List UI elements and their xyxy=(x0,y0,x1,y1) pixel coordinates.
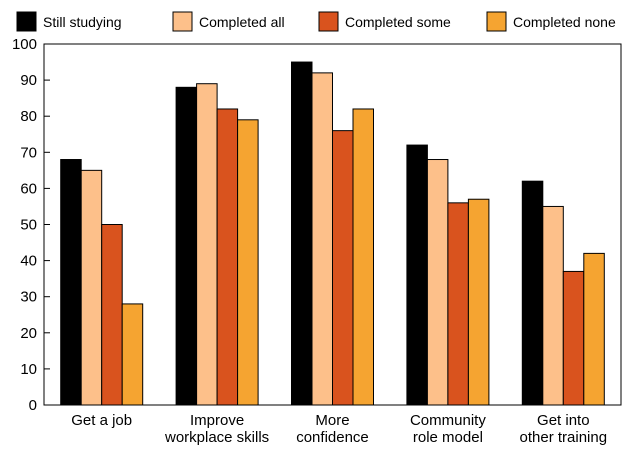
x-category-label-line: More xyxy=(315,412,349,429)
legend-swatch xyxy=(172,11,193,32)
bar xyxy=(352,108,374,406)
x-category-label-line: Get a job xyxy=(71,412,132,429)
y-tick-label: 100 xyxy=(12,36,37,53)
legend-swatch xyxy=(486,11,507,32)
legend-item: Still studying xyxy=(16,11,122,32)
plot-frame xyxy=(43,43,622,406)
y-axis: 0 10 20 30 40 50 60 70 80 90 100 xyxy=(12,36,50,414)
x-category-label-line: workplace skills xyxy=(164,429,269,446)
bar-group xyxy=(521,180,605,406)
x-axis: Get a job Improve workplace skills More conf… xyxy=(71,412,607,446)
bar xyxy=(521,180,544,406)
y-tick-label: 80 xyxy=(20,108,37,125)
bar xyxy=(60,159,82,406)
bar xyxy=(237,119,259,406)
bars xyxy=(60,61,605,406)
legend-item: Completed none xyxy=(486,11,616,32)
x-category-label-line: role model xyxy=(413,429,483,446)
legend-swatch xyxy=(318,11,339,32)
x-category-label-line: confidence xyxy=(296,429,369,446)
bar xyxy=(562,270,585,406)
bar xyxy=(121,303,144,406)
legend-item: Completed some xyxy=(318,11,451,32)
bar xyxy=(291,61,313,406)
x-category-label: More confidence xyxy=(296,412,369,446)
y-tick-label: 50 xyxy=(20,217,37,234)
bar xyxy=(332,130,354,406)
y-tick-label: 60 xyxy=(20,180,37,197)
legend-label: Completed none xyxy=(513,14,616,30)
x-category-label-line: other training xyxy=(520,429,608,446)
bar xyxy=(311,72,333,406)
bar xyxy=(101,224,123,406)
bar xyxy=(80,169,103,406)
bar xyxy=(426,159,449,406)
bar xyxy=(196,83,218,406)
bar xyxy=(216,108,239,406)
x-category-label-line: Improve xyxy=(190,412,244,429)
bar xyxy=(467,198,490,406)
x-category-label-line: Get into xyxy=(537,412,590,429)
x-category-label: Improve workplace skills xyxy=(164,412,269,446)
bar xyxy=(583,252,605,406)
bar-group xyxy=(175,83,259,406)
bar-group xyxy=(60,159,144,406)
bar xyxy=(406,144,428,406)
bar xyxy=(447,202,469,406)
legend-label: Completed some xyxy=(345,14,451,30)
bar xyxy=(175,86,198,406)
y-tick-label: 70 xyxy=(20,144,37,161)
y-tick-label: 90 xyxy=(20,72,37,89)
legend-item: Completed all xyxy=(172,11,285,32)
legend: Still studying Completed all Completed som… xyxy=(16,11,616,32)
bar xyxy=(542,205,564,406)
legend-swatch xyxy=(16,11,37,32)
y-tick-label: 10 xyxy=(20,361,37,378)
y-tick-label: 40 xyxy=(20,253,37,270)
legend-label: Still studying xyxy=(43,14,122,30)
bar-group xyxy=(291,61,374,406)
y-tick-label: 0 xyxy=(29,397,37,414)
x-category-label-line: Community xyxy=(410,412,486,429)
y-tick-label: 20 xyxy=(20,325,37,342)
x-category-label: Get into other training xyxy=(520,412,608,446)
x-category-label: Community role model xyxy=(410,412,486,446)
y-tick-label: 30 xyxy=(20,289,37,306)
legend-label: Completed all xyxy=(199,14,285,30)
bar-group xyxy=(406,144,490,406)
x-category-label: Get a job xyxy=(71,412,132,429)
